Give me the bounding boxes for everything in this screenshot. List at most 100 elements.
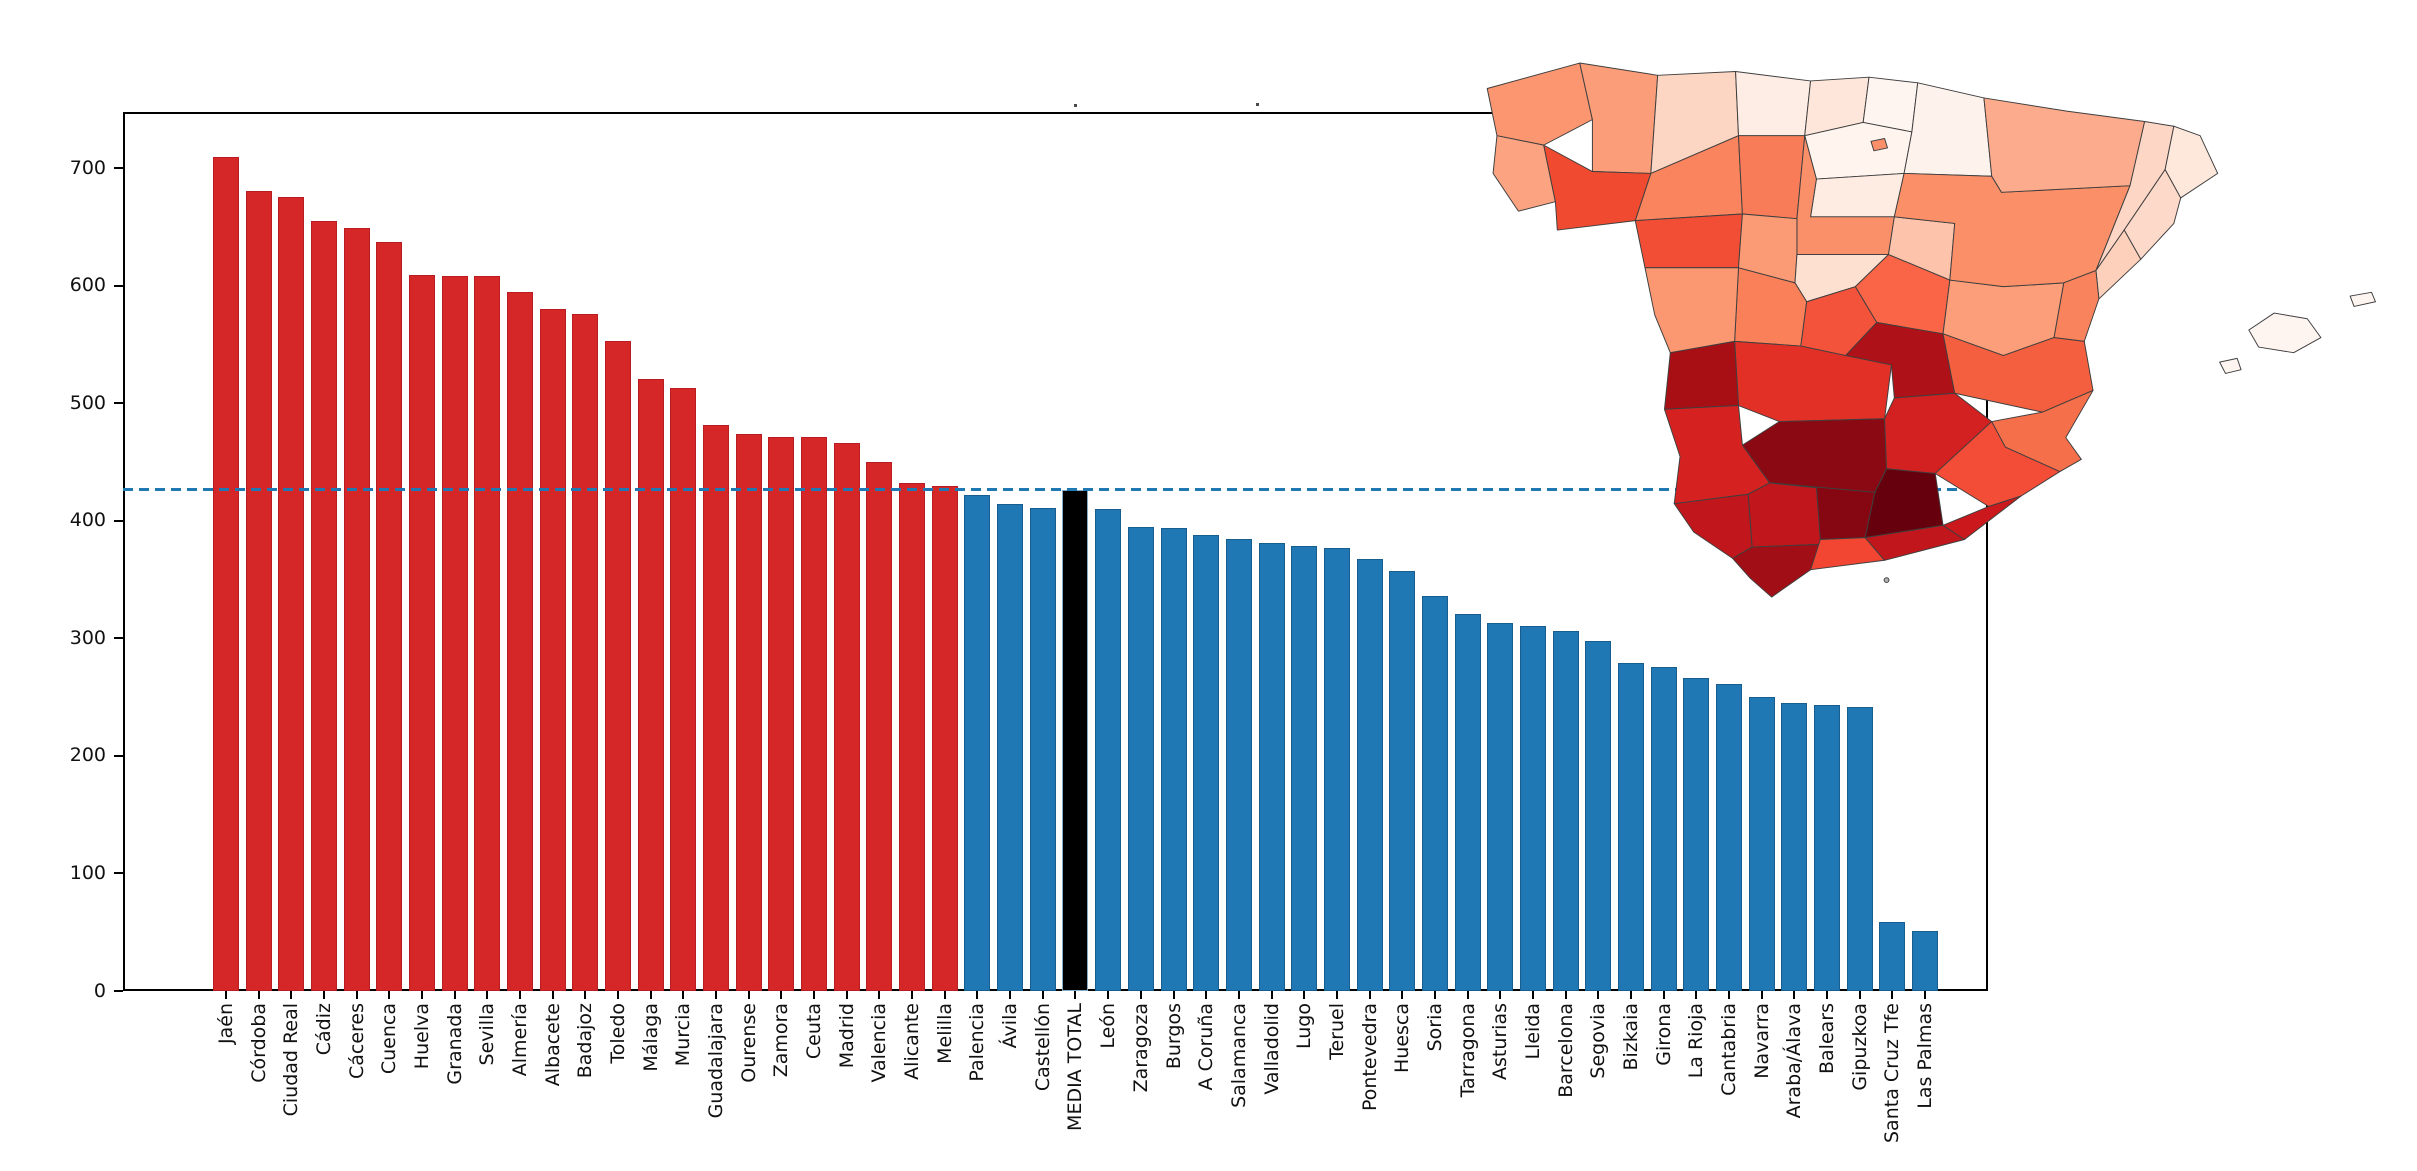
x-axis-label-Cuenca: Cuenca <box>378 1003 400 1171</box>
map-province-huesca <box>1983 97 2146 193</box>
x-axis-tick <box>1139 991 1142 999</box>
x-axis-label-Madrid: Madrid <box>836 1003 858 1171</box>
x-axis-label-Valencia: Valencia <box>868 1003 890 1171</box>
bar-Santa Cruz Tfe <box>1879 921 1906 991</box>
x-axis-tick-label: Zaragoza <box>1129 1003 1152 1093</box>
x-axis-tick-label: Huesca <box>1391 1003 1414 1074</box>
map-province-valencia <box>1942 333 2094 413</box>
x-axis-tick <box>976 991 979 999</box>
x-axis-tick-label: Lugo <box>1293 1003 1316 1049</box>
x-axis-tick-label: Teruel <box>1325 1003 1348 1060</box>
x-axis-label-Toledo: Toledo <box>607 1003 629 1171</box>
bar-Guadalajara <box>703 424 730 991</box>
x-axis-label-Albacete: Albacete <box>542 1003 564 1171</box>
map-province-huelva <box>1673 493 1753 559</box>
x-axis-label-Zaragoza: Zaragoza <box>1130 1003 1152 1171</box>
x-axis-tick <box>780 991 783 999</box>
bar-Castellón <box>1029 507 1056 991</box>
bar-Almería <box>507 291 534 991</box>
x-axis-tick-label: Cádiz <box>313 1003 336 1056</box>
map-island-menorca <box>2349 291 2376 307</box>
bar-Badajoz <box>572 314 599 991</box>
x-axis-tick <box>1041 991 1044 999</box>
x-axis-tick-label: Lleida <box>1521 1003 1544 1060</box>
bar-Ceuta <box>801 437 828 991</box>
y-axis-tick-label: 100 <box>69 861 106 884</box>
map-province-castellon <box>2053 270 2100 342</box>
map-province-la-rioja <box>1810 172 1905 218</box>
x-axis-tick-label: Alicante <box>901 1003 924 1080</box>
x-axis-label-Navarra: Navarra <box>1751 1003 1773 1171</box>
x-axis-tick-label: Zamora <box>770 1003 793 1078</box>
x-axis-tick-label: Ávila <box>999 1003 1022 1049</box>
x-axis-tick <box>1597 991 1600 999</box>
x-axis-label-Huesca: Huesca <box>1391 1003 1413 1171</box>
bar-Valladolid <box>1258 543 1285 991</box>
x-axis-tick-label: Gipuzkoa <box>1848 1003 1871 1091</box>
x-axis-label-Santa Cruz Tfe: Santa Cruz Tfe <box>1881 1003 1903 1171</box>
x-axis-tick <box>943 991 946 999</box>
bar-Palencia <box>964 495 991 991</box>
x-axis-tick <box>1499 991 1502 999</box>
x-axis-tick <box>1531 991 1534 999</box>
x-axis-tick-label: Cáceres <box>345 1003 368 1080</box>
x-axis-tick-label: Almería <box>509 1003 532 1077</box>
y-axis-tick <box>114 872 123 875</box>
bar-Ourense <box>735 433 762 991</box>
x-axis-tick-label: Albacete <box>541 1003 564 1087</box>
bar-Lleida <box>1519 625 1546 991</box>
map-province-girona <box>2164 125 2219 199</box>
bar-Málaga <box>637 378 664 991</box>
x-axis-tick <box>1923 991 1926 999</box>
x-axis-label-Zamora: Zamora <box>770 1003 792 1171</box>
x-axis-tick-label: Asturias <box>1489 1003 1512 1081</box>
x-axis-label-Sevilla: Sevilla <box>476 1003 498 1171</box>
x-axis-tick <box>1401 991 1404 999</box>
x-axis-tick <box>421 991 424 999</box>
x-axis-tick <box>845 991 848 999</box>
y-axis-tick <box>114 167 123 170</box>
x-axis-tick <box>1074 991 1077 999</box>
y-axis-tick-label: 400 <box>69 509 106 532</box>
bar-MEDIA TOTAL <box>1062 490 1089 991</box>
x-axis-tick <box>1662 991 1665 999</box>
x-axis-tick <box>1727 991 1730 999</box>
x-axis-label-Gipuzkoa: Gipuzkoa <box>1849 1003 1871 1171</box>
x-axis-tick-label: Jaén <box>215 1003 237 1044</box>
bar-Toledo <box>605 341 632 991</box>
x-axis-tick <box>911 991 914 999</box>
x-axis-label-Guadalajara: Guadalajara <box>705 1003 727 1171</box>
map-province-barcelona <box>2123 169 2182 260</box>
map-ceuta-dot <box>1883 577 1890 583</box>
x-axis-label-A Coruña: A Coruña <box>1195 1003 1217 1171</box>
x-axis-label-Ávila: Ávila <box>999 1003 1021 1171</box>
bar-Ávila <box>997 504 1024 991</box>
map-province-alicante <box>1991 389 2094 473</box>
x-axis-label-Murcia: Murcia <box>672 1003 694 1171</box>
bar-A Coruña <box>1193 535 1220 991</box>
map-province-caceres <box>1663 340 1739 410</box>
x-axis-tick-label: Bizkaia <box>1619 1003 1642 1071</box>
x-axis-label-Palencia: Palencia <box>966 1003 988 1171</box>
y-axis-tick <box>114 519 123 522</box>
x-axis-label-Burgos: Burgos <box>1163 1003 1185 1171</box>
x-axis-label-Bizkaia: Bizkaia <box>1620 1003 1642 1171</box>
x-axis-tick-label: Pontevedra <box>1358 1003 1381 1112</box>
x-axis-tick-label: Tarragona <box>1456 1003 1479 1098</box>
y-axis-tick <box>114 637 123 640</box>
x-axis-tick <box>225 991 227 999</box>
x-axis-label-Alicante: Alicante <box>901 1003 923 1171</box>
x-axis-tick <box>813 991 816 999</box>
bar-Ciudad Real <box>278 196 305 991</box>
map-enclave-trevino <box>1870 138 1889 152</box>
x-axis-label-Ciudad Real: Ciudad Real <box>280 1003 302 1171</box>
x-axis-label-Granada: Granada <box>444 1003 466 1171</box>
bar-Madrid <box>833 443 860 991</box>
bar-La Rioja <box>1683 678 1710 991</box>
x-axis-label-Valladolid: Valladolid <box>1261 1003 1283 1171</box>
x-axis-tick <box>1205 991 1208 999</box>
x-axis-tick-label: Valencia <box>868 1003 891 1083</box>
x-axis-tick-label: Toledo <box>607 1003 630 1064</box>
map-province-salamanca <box>1644 267 1739 354</box>
